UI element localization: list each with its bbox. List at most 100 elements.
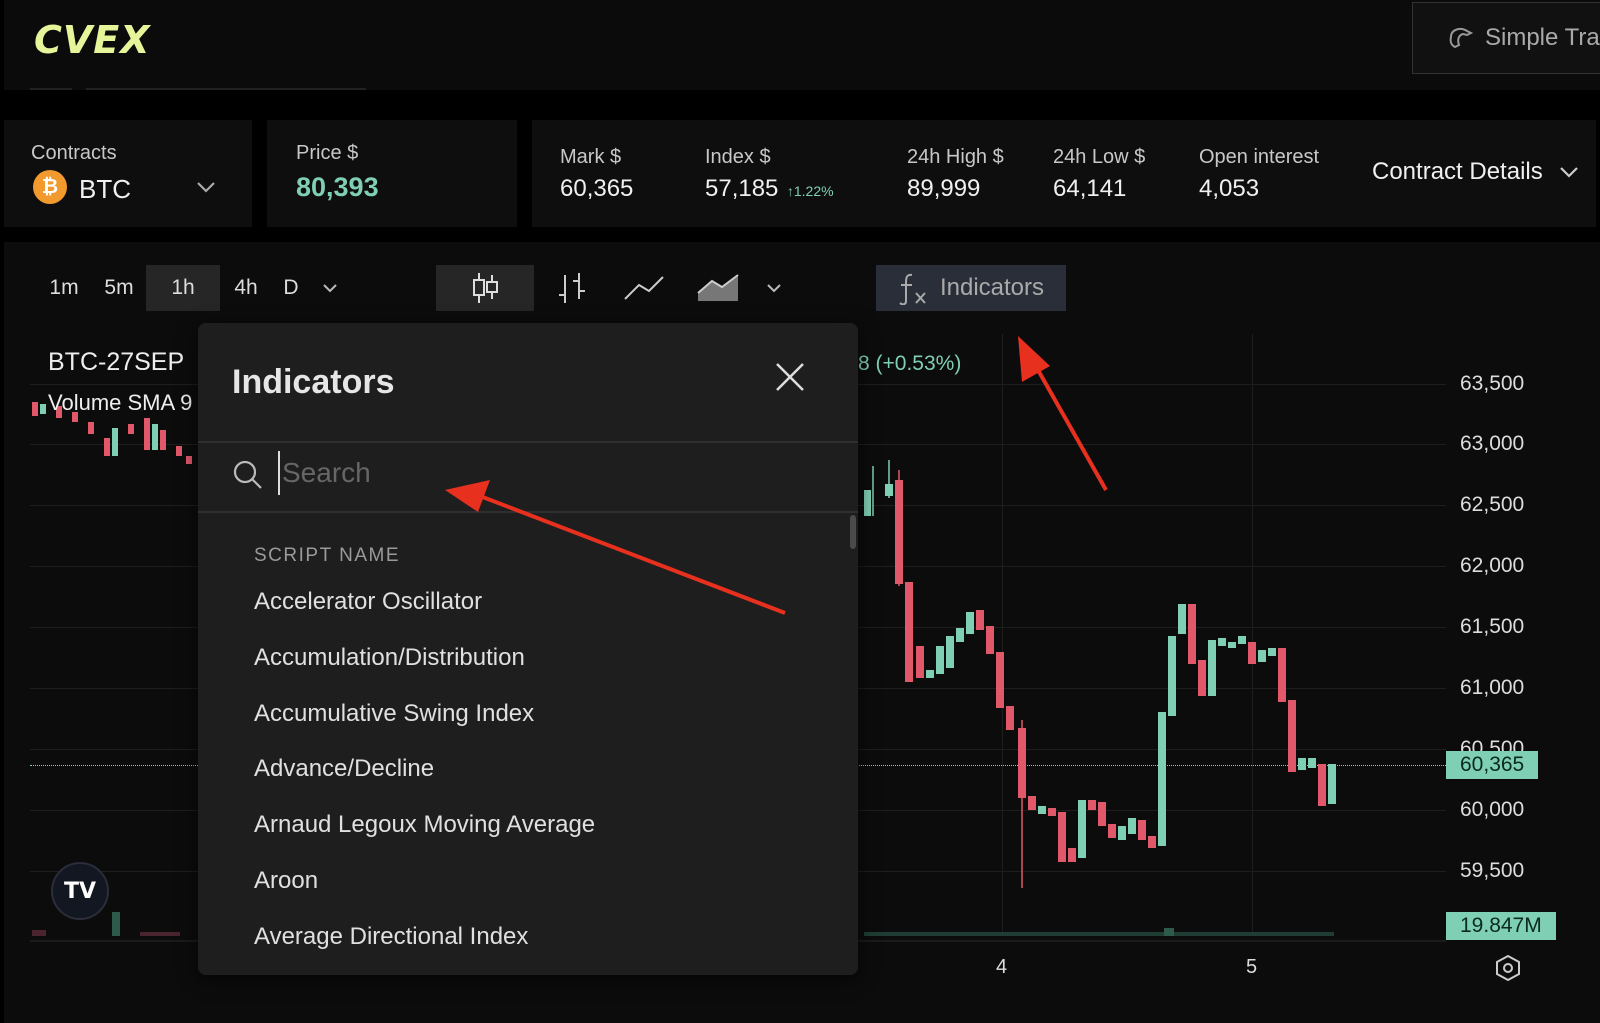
indicators-modal: Indicators SCRIPT NAME Accelerator Oscil…: [198, 323, 858, 975]
chevron-down-icon: [1559, 167, 1578, 178]
stat-value: 57,185: [705, 175, 779, 202]
candle: [1018, 728, 1026, 798]
candle: [72, 412, 78, 422]
list-header: SCRIPT NAME: [254, 545, 401, 566]
volume-bar: [864, 932, 1334, 936]
candle: [128, 424, 134, 434]
candle: [1318, 764, 1326, 806]
contracts-selector[interactable]: Contracts ₿ BTC: [4, 120, 252, 227]
candle: [1078, 800, 1086, 858]
candle: [976, 610, 984, 630]
divider: [198, 441, 858, 443]
stat-label: Mark $: [560, 146, 622, 168]
time-tick: 4: [996, 956, 1008, 978]
candle: [1258, 650, 1266, 662]
timeframe-dropdown[interactable]: [316, 265, 344, 311]
candle: [956, 628, 964, 642]
chevron-down-icon: [767, 284, 781, 293]
stat-value: 89,999: [907, 175, 981, 202]
indicator-item[interactable]: Accumulative Swing Index: [254, 700, 535, 727]
stat-open-interest: Open interest 4,053: [1199, 146, 1319, 203]
candle: [1288, 700, 1296, 772]
price-value: 80,393: [296, 172, 379, 202]
simple-trade-button[interactable]: Simple Tra: [1412, 2, 1600, 74]
area-chart-button[interactable]: [690, 265, 746, 311]
divider: [86, 88, 366, 90]
stats-panel: Mark $ 60,365 Index $ 57,185 ↑1.22% 24h …: [532, 120, 1596, 227]
indicator-item[interactable]: Average Directional Index: [254, 923, 529, 950]
candle: [1278, 648, 1286, 702]
candle: [916, 646, 924, 678]
price-tick: 60,000: [1460, 798, 1525, 821]
stat-24h-low: 24h Low $ 64,141: [1053, 146, 1145, 203]
candle: [1208, 640, 1216, 696]
stat-24h-high: 24h High $ 89,999: [907, 146, 1004, 203]
area-chart-icon: [697, 274, 739, 301]
price-tick: 61,000: [1460, 676, 1525, 699]
time-tick: 5: [1246, 956, 1258, 978]
candle: [32, 402, 38, 416]
candle: [1218, 638, 1226, 646]
stat-value: 64,141: [1053, 175, 1127, 202]
volume-bar: [112, 912, 120, 936]
candle: [1328, 764, 1336, 804]
simple-trade-label: Simple Tra: [1485, 24, 1600, 51]
candle: [1108, 824, 1116, 838]
close-icon[interactable]: [772, 359, 808, 395]
candle: [1178, 604, 1186, 634]
candle: [1158, 712, 1166, 846]
price-label: Price $: [296, 142, 359, 164]
candle: [986, 626, 994, 654]
logo[interactable]: CVEX: [34, 18, 151, 62]
stat-mark: Mark $ 60,365: [560, 146, 633, 203]
price-tick: 63,000: [1460, 432, 1525, 455]
price-tick: 61,500: [1460, 615, 1525, 638]
indicator-item[interactable]: Arnaud Legoux Moving Average: [254, 811, 596, 838]
timeframe-1m[interactable]: 1m: [49, 276, 79, 299]
indicator-item[interactable]: Advance/Decline: [254, 755, 435, 782]
indicator-item[interactable]: Accelerator Oscillator: [254, 588, 483, 615]
candle: [926, 670, 934, 678]
search-input[interactable]: [278, 451, 798, 495]
stat-label: Open interest: [1199, 146, 1320, 168]
candle: [1068, 848, 1076, 862]
contract-details-toggle[interactable]: Contract Details: [1372, 158, 1579, 186]
candle: [160, 430, 166, 450]
volume-bar: [140, 932, 180, 936]
bars-icon: [559, 273, 585, 303]
divider: [198, 511, 858, 513]
stat-label: 24h Low $: [1053, 146, 1146, 168]
bitcoin-icon: ₿: [33, 170, 67, 204]
chevron-down-icon: [323, 284, 337, 293]
hand-icon: [1449, 28, 1474, 49]
candle: [1038, 806, 1046, 814]
timeframe-4h[interactable]: 4h: [234, 276, 258, 299]
timeframe-5m[interactable]: 5m: [104, 276, 134, 299]
indicator-item[interactable]: Aroon: [254, 867, 319, 894]
volume-badge: 19.847M: [1446, 912, 1556, 940]
candle: [1248, 642, 1256, 664]
candle: [1268, 648, 1276, 656]
candle: [1006, 706, 1014, 730]
candle: [1228, 642, 1236, 648]
candle: [1128, 818, 1136, 834]
bars-chart-button[interactable]: [548, 265, 596, 311]
timeframe-1h[interactable]: 1h: [146, 265, 220, 311]
candle: [104, 438, 110, 456]
indicator-item[interactable]: Accumulation/Distribution: [254, 644, 525, 671]
settings-icon[interactable]: [1494, 954, 1522, 982]
grid-line-vertical: [1252, 334, 1253, 934]
candle: [1138, 820, 1146, 840]
stat-label: 24h High $: [907, 146, 1004, 168]
candles-chart-button[interactable]: [436, 265, 534, 311]
candle: [1058, 812, 1066, 862]
chart-type-dropdown[interactable]: [760, 265, 788, 311]
indicators-button[interactable]: Indicators: [876, 265, 1066, 311]
timeframe-D[interactable]: D: [283, 276, 299, 299]
line-chart-button[interactable]: [616, 265, 672, 311]
candle: [56, 406, 62, 418]
candle: [936, 646, 944, 674]
tradingview-logo[interactable]: TV: [51, 862, 109, 920]
price-tick: 62,000: [1460, 554, 1525, 577]
scrollbar[interactable]: [850, 515, 856, 549]
